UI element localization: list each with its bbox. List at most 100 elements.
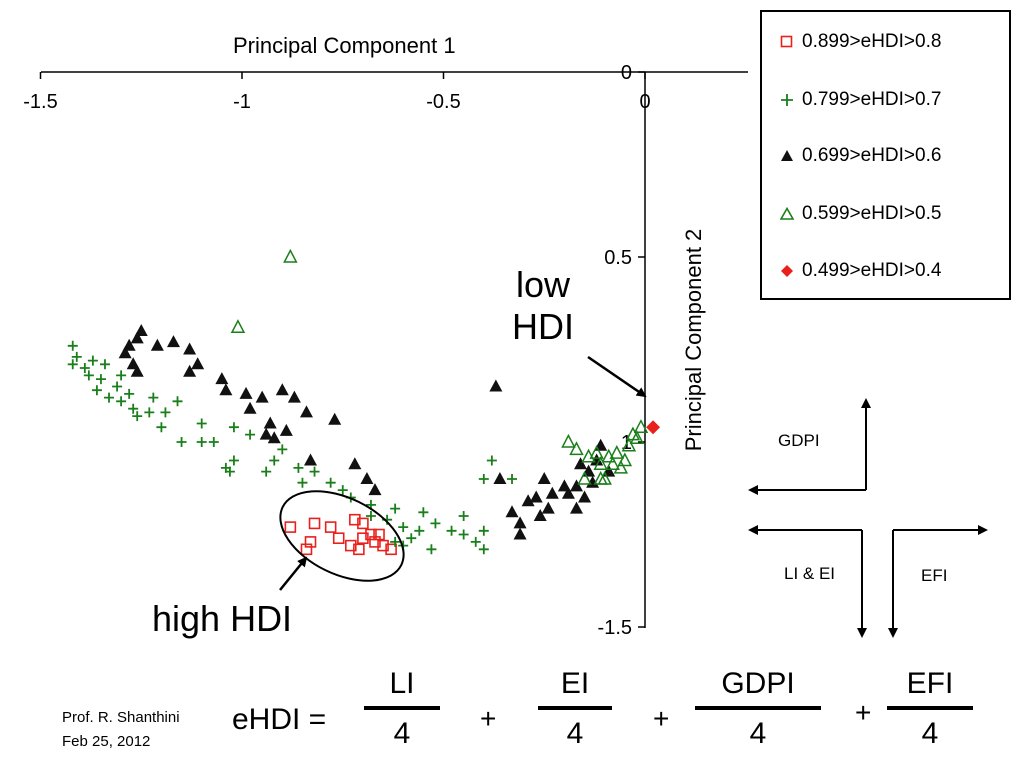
point-filled-triangle [505, 505, 519, 518]
fraction-denominator: 4 [393, 717, 411, 750]
point-plus [406, 533, 417, 544]
point-plus [337, 485, 348, 496]
point-plus [83, 370, 94, 381]
plus-sign: + [855, 697, 872, 728]
formula-lhs: eHDI = [232, 703, 327, 736]
point-plus [228, 455, 239, 466]
point-plus [208, 437, 219, 447]
point-filled-triangle [569, 501, 583, 514]
x-tick-label: -0.5 [426, 91, 460, 113]
point-plus [91, 385, 102, 396]
point-open-square [353, 543, 365, 556]
point-filled-triangle [275, 383, 289, 396]
plus-icon [781, 94, 793, 106]
point-filled-triangle [537, 472, 551, 484]
point-plus [160, 407, 171, 418]
legend-label: 0.499>eHDI>0.4 [802, 260, 942, 281]
point-filled-triangle [541, 501, 555, 514]
point-filled-diamond [646, 420, 661, 435]
y-axis-title: Principal Component 2 [681, 228, 706, 452]
point-plus [398, 522, 409, 533]
point-filled-triangle [368, 483, 382, 496]
point-plus [269, 455, 280, 466]
point-filled-triangle [348, 457, 362, 470]
point-plus [104, 392, 115, 403]
fraction-bar [887, 706, 973, 710]
point-open-square [324, 521, 337, 533]
point-filled-triangle [328, 412, 342, 425]
y-tick-label: 0 [621, 62, 632, 84]
point-open-square [385, 543, 397, 556]
direction-arrows [748, 398, 988, 638]
point-filled-triangle [130, 364, 144, 377]
point-filled-triangle [299, 405, 313, 418]
point-open-triangle [230, 319, 246, 334]
point-filled-triangle [255, 390, 269, 403]
point-plus [67, 340, 78, 351]
point-open-triangle [593, 470, 608, 485]
li-ei-direction-label: LI & EI [784, 564, 836, 583]
point-plus [418, 507, 429, 518]
point-open-square [284, 521, 297, 533]
point-open-square [373, 528, 385, 541]
x-tick-label: -1 [233, 91, 251, 113]
point-open-square [377, 539, 389, 552]
point-plus [261, 466, 272, 477]
point-plus [458, 511, 469, 521]
point-open-triangle [569, 441, 584, 456]
high-hdi-label: high HDI [152, 598, 293, 639]
x-axis-title: Principal Component 1 [233, 33, 456, 58]
footer-date: Feb 25, 2012 [62, 733, 151, 750]
point-plus [365, 511, 376, 521]
high-hdi-ellipse [279, 490, 405, 582]
gdpi-direction-label: GDPI [778, 431, 820, 450]
point-filled-triangle [561, 486, 575, 499]
fraction-li: LI 4 [364, 664, 440, 752]
point-filled-triangle [513, 527, 527, 540]
legend-item-2: 0.799>eHDI>0.7 [780, 85, 941, 115]
point-plus [112, 381, 123, 392]
legend-item-1: 0.899>eHDI>0.8 [780, 27, 941, 57]
point-filled-triangle [183, 342, 197, 355]
point-filled-triangle [521, 494, 535, 507]
point-open-triangle [283, 248, 298, 263]
point-plus [67, 359, 78, 370]
point-open-triangle [589, 444, 604, 459]
point-open-square [300, 543, 313, 556]
point-filled-triangle [183, 364, 197, 377]
legend-item-4: 0.599>eHDI>0.5 [780, 199, 941, 229]
point-open-square [345, 539, 357, 552]
point-open-triangle [605, 456, 620, 470]
point-open-triangle [625, 426, 641, 441]
fraction-denominator: 4 [921, 717, 939, 750]
point-plus [478, 544, 489, 555]
point-filled-triangle [287, 390, 301, 403]
fraction-efi: EFI 4 [887, 664, 973, 752]
point-plus [196, 418, 207, 429]
data-points [67, 248, 661, 556]
annotations [279, 355, 647, 591]
point-filled-triangle [150, 338, 164, 351]
point-plus [172, 396, 183, 407]
point-plus [293, 462, 304, 473]
point-plus [228, 422, 239, 433]
low-hdi-arrow [587, 355, 647, 398]
point-filled-triangle [574, 457, 588, 470]
legend-item-5: 0.499>eHDI>0.4 [780, 256, 941, 286]
point-plus [277, 444, 288, 455]
point-plus [128, 403, 139, 414]
point-filled-triangle [166, 335, 180, 348]
point-plus [124, 388, 135, 399]
point-plus [220, 462, 231, 473]
low-hdi-label: low HDI [512, 264, 574, 347]
point-open-square [308, 517, 321, 530]
y-tick-label: 0.5 [604, 247, 632, 269]
point-open-square [357, 517, 369, 530]
point-filled-triangle [529, 490, 543, 503]
point-plus [309, 466, 320, 477]
point-plus [71, 351, 82, 362]
fraction-numerator: LI [389, 667, 415, 700]
legend-label: 0.899>eHDI>0.8 [802, 31, 942, 52]
fraction-bar [695, 706, 821, 710]
legend-item-3: 0.699>eHDI>0.6 [780, 141, 941, 171]
